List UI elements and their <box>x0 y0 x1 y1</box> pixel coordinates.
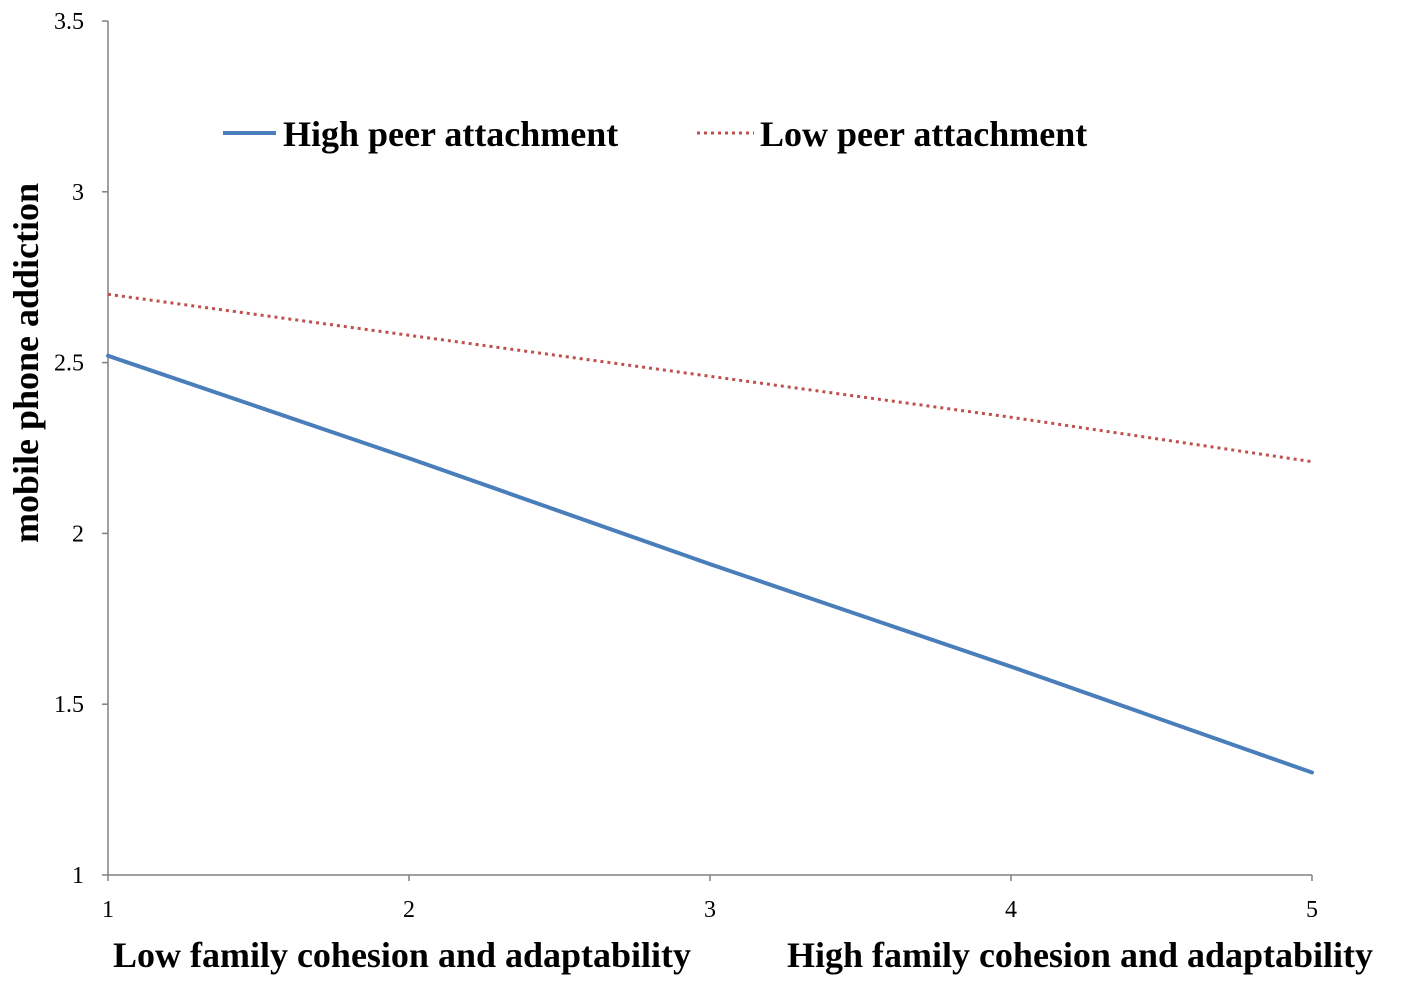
y-tick-label: 1.5 <box>54 692 84 718</box>
series-line-1 <box>106 353 1314 775</box>
legend: High peer attachment Low peer attachment <box>223 114 1087 154</box>
axes: 1 1.5 2 2.5 3 3.5 1 2 3 4 5 <box>54 9 1318 923</box>
series-line-2 <box>107 292 1313 464</box>
x-tick-label: 5 <box>1306 897 1318 923</box>
y-tick-label: 2.5 <box>54 351 84 377</box>
y-tick-label: 1 <box>72 863 84 889</box>
series-lines <box>106 292 1314 775</box>
x-axis-title-left: Low family cohesion and adaptability <box>113 935 691 975</box>
y-tick-label: 3 <box>72 180 84 206</box>
y-tick-label: 2 <box>72 521 84 547</box>
x-tick-label: 3 <box>704 897 716 923</box>
legend-label-1: High peer attachment <box>283 114 618 154</box>
legend-label-2: Low peer attachment <box>760 114 1087 154</box>
x-tick-label: 1 <box>102 897 114 923</box>
x-tick-label: 2 <box>403 897 415 923</box>
x-axis-title-right: High family cohesion and adaptability <box>787 935 1373 975</box>
y-axis-title: mobile phone addiction <box>6 183 46 543</box>
y-tick-label: 3.5 <box>54 9 84 35</box>
x-tick-label: 4 <box>1005 897 1017 923</box>
